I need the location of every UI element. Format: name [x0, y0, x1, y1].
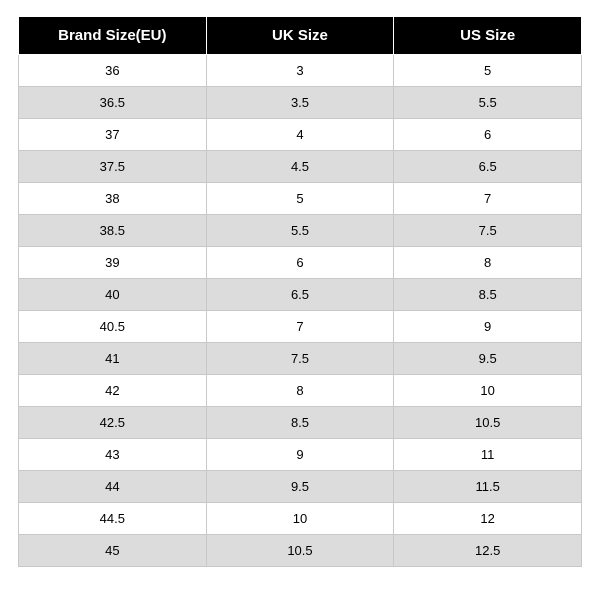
table-row: 37.54.56.5: [19, 151, 582, 183]
table-cell: 5: [206, 183, 394, 215]
table-cell: 4: [206, 119, 394, 151]
table-cell: 9.5: [394, 343, 582, 375]
table-cell: 7: [206, 311, 394, 343]
col-header-us: US Size: [394, 17, 582, 55]
table-cell: 9: [206, 439, 394, 471]
table-cell: 11.5: [394, 471, 582, 503]
table-row: 3857: [19, 183, 582, 215]
table-cell: 5: [394, 55, 582, 87]
table-cell: 43: [19, 439, 207, 471]
table-row: 38.55.57.5: [19, 215, 582, 247]
table-cell: 45: [19, 535, 207, 567]
table-cell: 6: [206, 247, 394, 279]
table-cell: 10: [394, 375, 582, 407]
size-chart-table: Brand Size(EU) UK Size US Size 363536.53…: [18, 16, 582, 567]
table-cell: 8: [206, 375, 394, 407]
table-cell: 7: [394, 183, 582, 215]
table-row: 406.58.5: [19, 279, 582, 311]
table-cell: 40.5: [19, 311, 207, 343]
table-cell: 44.5: [19, 503, 207, 535]
col-header-eu: Brand Size(EU): [19, 17, 207, 55]
table-cell: 3: [206, 55, 394, 87]
table-row: 40.579: [19, 311, 582, 343]
table-cell: 10.5: [394, 407, 582, 439]
table-row: 449.511.5: [19, 471, 582, 503]
table-cell: 6: [394, 119, 582, 151]
table-cell: 11: [394, 439, 582, 471]
table-row: 3968: [19, 247, 582, 279]
table-cell: 9.5: [206, 471, 394, 503]
table-cell: 42.5: [19, 407, 207, 439]
table-cell: 3.5: [206, 87, 394, 119]
table-cell: 8: [394, 247, 582, 279]
table-row: 42810: [19, 375, 582, 407]
table-cell: 8.5: [206, 407, 394, 439]
table-row: 4510.512.5: [19, 535, 582, 567]
table-cell: 8.5: [394, 279, 582, 311]
table-row: 43911: [19, 439, 582, 471]
table-cell: 40: [19, 279, 207, 311]
table-row: 417.59.5: [19, 343, 582, 375]
table-header-row: Brand Size(EU) UK Size US Size: [19, 17, 582, 55]
table-cell: 39: [19, 247, 207, 279]
table-cell: 10.5: [206, 535, 394, 567]
table-cell: 42: [19, 375, 207, 407]
table-cell: 7.5: [394, 215, 582, 247]
table-cell: 44: [19, 471, 207, 503]
table-row: 3635: [19, 55, 582, 87]
table-cell: 5.5: [394, 87, 582, 119]
table-row: 42.58.510.5: [19, 407, 582, 439]
table-cell: 12.5: [394, 535, 582, 567]
table-cell: 10: [206, 503, 394, 535]
table-cell: 6.5: [206, 279, 394, 311]
table-cell: 36.5: [19, 87, 207, 119]
table-cell: 12: [394, 503, 582, 535]
table-cell: 4.5: [206, 151, 394, 183]
table-cell: 38.5: [19, 215, 207, 247]
table-row: 3746: [19, 119, 582, 151]
table-cell: 41: [19, 343, 207, 375]
col-header-uk: UK Size: [206, 17, 394, 55]
table-cell: 6.5: [394, 151, 582, 183]
table-row: 44.51012: [19, 503, 582, 535]
table-cell: 38: [19, 183, 207, 215]
table-cell: 5.5: [206, 215, 394, 247]
table-row: 36.53.55.5: [19, 87, 582, 119]
table-cell: 36: [19, 55, 207, 87]
table-cell: 37.5: [19, 151, 207, 183]
table-body: 363536.53.55.5374637.54.56.5385738.55.57…: [19, 55, 582, 567]
table-cell: 37: [19, 119, 207, 151]
table-cell: 9: [394, 311, 582, 343]
table-cell: 7.5: [206, 343, 394, 375]
